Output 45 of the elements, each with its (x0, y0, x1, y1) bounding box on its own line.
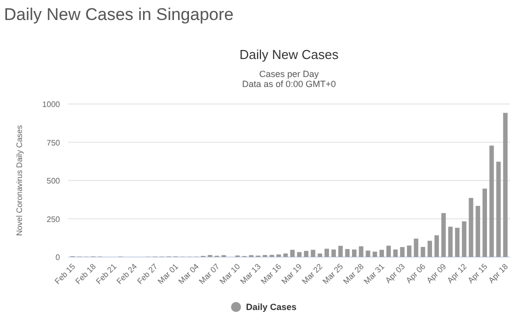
bar (414, 238, 418, 257)
y-axis-title: Novel Coronavirus Daily Cases (15, 125, 24, 236)
bar (448, 226, 453, 257)
bar (503, 112, 508, 257)
bar (482, 188, 487, 257)
y-tick-label: 750 (46, 138, 61, 148)
bar (496, 162, 501, 257)
bar (441, 213, 446, 257)
bar (331, 250, 336, 257)
bar (462, 221, 466, 257)
bar (489, 146, 494, 257)
bar (393, 250, 398, 257)
y-tick-label: 250 (46, 214, 61, 224)
bar (310, 250, 316, 257)
bar (290, 250, 295, 257)
bar (372, 252, 378, 257)
bar (276, 254, 281, 257)
bar (406, 246, 412, 257)
bar (420, 246, 426, 257)
bar (476, 206, 480, 257)
bar (434, 235, 439, 257)
legend-label: Daily Cases (246, 302, 297, 312)
bar (455, 228, 460, 257)
bar (297, 252, 302, 257)
bar (366, 250, 370, 257)
chart-title: Daily New Cases in Singapore (4, 5, 234, 24)
bar (386, 246, 391, 257)
chart-subtitle: Daily New Cases (240, 47, 339, 62)
bar (283, 253, 288, 257)
x-tick-label: Apr 12 (446, 262, 469, 286)
bar (345, 249, 350, 257)
text: Data as of 0:00 GMT+0 (242, 79, 336, 89)
y-tick-label: 1000 (42, 100, 61, 109)
y-tick-label: 500 (46, 176, 61, 186)
bar (428, 240, 432, 257)
y-tick-label: 0 (56, 253, 61, 262)
bar (379, 250, 384, 257)
bar (352, 250, 356, 257)
bar (324, 248, 330, 257)
bar (318, 253, 322, 257)
text: Cases per Day (259, 69, 320, 79)
bar (468, 198, 474, 257)
bar (358, 246, 364, 257)
bar (304, 250, 308, 257)
bar (400, 247, 405, 257)
